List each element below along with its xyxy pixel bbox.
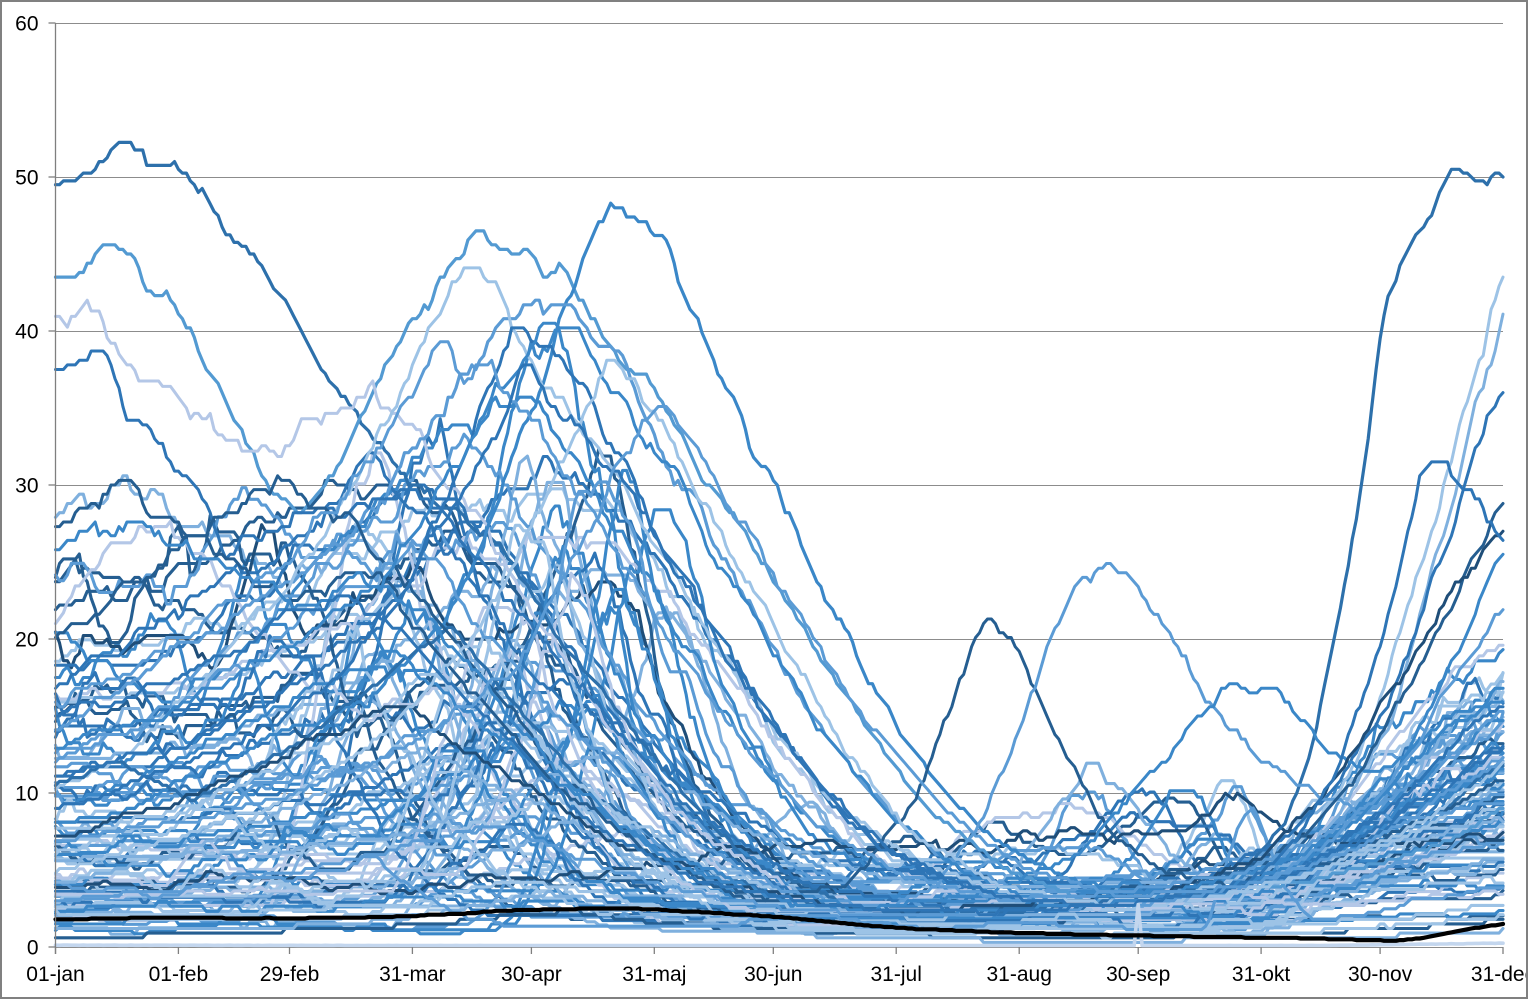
svg-text:31-mar: 31-mar [379,963,446,986]
svg-text:31-jul: 31-jul [871,963,922,986]
svg-text:01-feb: 01-feb [149,963,209,986]
svg-text:31-dec: 31-dec [1471,963,1528,986]
svg-text:50: 50 [15,167,38,190]
svg-text:30-nov: 30-nov [1348,963,1413,986]
svg-text:30-sep: 30-sep [1106,963,1170,986]
svg-text:31-aug: 31-aug [987,963,1052,986]
svg-text:10: 10 [15,783,38,806]
svg-text:31-okt: 31-okt [1232,963,1291,986]
svg-text:29-feb: 29-feb [260,963,320,986]
svg-text:31-maj: 31-maj [622,963,686,986]
svg-text:30-jun: 30-jun [744,963,802,986]
svg-text:60: 60 [15,13,38,36]
svg-text:30-apr: 30-apr [501,963,562,986]
svg-text:30: 30 [15,475,38,498]
svg-text:40: 40 [15,321,38,344]
svg-text:01-jan: 01-jan [26,963,84,986]
svg-text:20: 20 [15,629,38,652]
svg-text:0: 0 [27,937,39,960]
